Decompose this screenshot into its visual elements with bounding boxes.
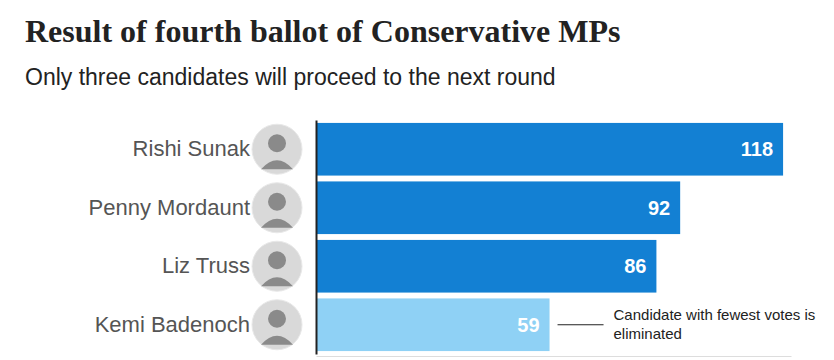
avatar-head	[268, 251, 286, 269]
data-label: 59	[517, 314, 539, 336]
data-label: 92	[648, 197, 670, 219]
bar	[316, 123, 783, 176]
bar	[316, 240, 656, 293]
chart: Result of fourth ballot of Conservative …	[0, 0, 834, 360]
avatar	[252, 183, 302, 233]
avatar-body	[261, 277, 293, 286]
annotation-text: eliminated	[614, 325, 682, 342]
y-tick: Rishi Sunak	[133, 136, 316, 161]
bar	[316, 298, 550, 351]
y-tick: Liz Truss	[162, 253, 316, 278]
bar	[316, 181, 680, 234]
avatars	[252, 124, 302, 350]
y-tick-label: Penny Mordaunt	[89, 195, 250, 220]
y-axis-line	[316, 121, 318, 355]
y-tick-label: Rishi Sunak	[133, 136, 251, 161]
y-axis: Rishi Sunak Penny Mordaunt Liz Truss Kemi B…	[89, 121, 317, 355]
x-axis-line	[317, 356, 792, 357]
title: Result of fourth ballot of Conservative …	[25, 13, 620, 49]
avatar	[252, 241, 302, 291]
avatar-body	[261, 219, 293, 228]
annotation-line	[558, 324, 604, 325]
avatar-body	[261, 160, 293, 169]
y-tick: Penny Mordaunt	[89, 195, 316, 220]
avatar	[252, 124, 302, 174]
avatar-body	[261, 336, 293, 345]
y-tick-label: Kemi Badenoch	[95, 312, 250, 337]
avatar-head	[268, 134, 286, 152]
avatar-head	[268, 310, 286, 328]
annotation-text: Candidate with fewest votes is	[614, 306, 816, 323]
y-tick-label: Liz Truss	[162, 253, 250, 278]
subtitle: Only three candidates will proceed to th…	[25, 64, 556, 90]
avatar	[252, 300, 302, 350]
avatar-head	[268, 193, 286, 211]
x-axis	[317, 356, 792, 357]
annotations: Candidate with fewest votes is eliminated	[558, 306, 816, 342]
data-label: 118	[741, 138, 773, 160]
data-label: 86	[624, 255, 646, 277]
y-tick: Kemi Badenoch	[95, 312, 316, 337]
